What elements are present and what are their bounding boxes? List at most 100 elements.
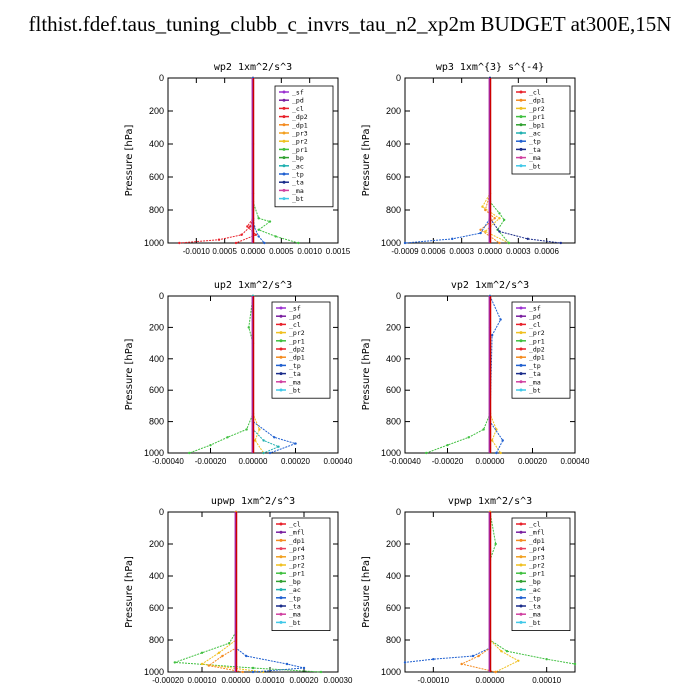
x-tick-label: -0.00040 [389, 457, 421, 466]
y-axis-label: Pressure [hPa] [124, 339, 135, 411]
legend-label-mfl: _mfl [289, 529, 305, 537]
legend-marker-bt [282, 197, 286, 201]
legend-marker-ma [519, 380, 523, 384]
series-point-dp2 [246, 225, 249, 228]
legend-label-cl: _cl [289, 521, 301, 529]
legend-label-ma: _ma [292, 187, 304, 195]
y-tick-label: 400 [149, 139, 164, 149]
legend-marker-tp [279, 596, 283, 600]
legend-label-bt: _bt [529, 619, 541, 627]
y-tick-label: 800 [149, 417, 164, 427]
legend-label-ta: _ta [529, 370, 541, 378]
legend-marker-tp [282, 172, 286, 176]
series-point-tp [479, 231, 482, 235]
series-point-dp1 [460, 662, 463, 666]
y-tick-label: 200 [149, 106, 164, 116]
legend-label-ac: _ac [529, 586, 541, 594]
legend-label-dp1: _dp1 [529, 97, 545, 105]
legend-marker-ac [519, 588, 523, 592]
series-point-ta [526, 237, 529, 241]
legend-label-cl: _cl [292, 105, 304, 113]
series-line-pr2 [200, 512, 264, 673]
legend-marker-dp1 [282, 123, 286, 127]
legend-marker-ta [279, 604, 283, 608]
y-tick-label: 0 [396, 73, 401, 83]
x-tick-label: 0.0000 [241, 247, 266, 256]
x-tick-label: 0.00000 [239, 457, 268, 466]
x-tick-label: 0.00020 [281, 457, 310, 466]
series-point-pr1 [209, 443, 212, 447]
legend-marker-dp1 [519, 538, 523, 542]
x-tick-label: 0.00040 [561, 457, 590, 466]
x-tick-label: -0.00040 [152, 457, 184, 466]
series-point-pr1 [228, 642, 231, 645]
legend-label-bp: _bp [289, 578, 301, 586]
legend-marker-tp [519, 596, 523, 600]
legend-label-tp: _tp [529, 138, 541, 146]
series-point-pr1 [297, 241, 300, 245]
legend-marker-dp2 [519, 347, 523, 351]
legend-marker-ac [279, 588, 283, 592]
series-point-tp [403, 241, 407, 245]
series-point-ac [262, 451, 265, 455]
legend-marker-bt [519, 388, 523, 392]
legend-label-pr2: _pr2 [529, 562, 545, 570]
chart-panel-1: wp2 1xm^2/s^3 Pressure [hPa] 0 200 400 600 800… [124, 62, 351, 256]
y-tick-label: 400 [386, 139, 401, 149]
series-point-pr2 [499, 451, 502, 455]
legend-marker-bp [279, 579, 283, 583]
y-tick-label: 600 [149, 172, 164, 182]
series-point-tp [263, 241, 266, 245]
x-tick-label: 0.00010 [256, 676, 285, 685]
legend-label-bp: _bp [292, 154, 304, 162]
series-point-pr2 [495, 428, 498, 431]
legend-label-cl: _cl [529, 321, 541, 329]
legend-label-tp: _tp [292, 171, 304, 179]
series-line-tp [235, 512, 305, 673]
x-tick-label: -0.00020 [152, 676, 184, 685]
legend-box [274, 85, 334, 208]
series-point-dp1 [479, 228, 482, 231]
y-tick-label: 0 [396, 507, 401, 517]
legend-marker-cl [519, 322, 523, 326]
x-tick-label: -0.0010 [183, 247, 211, 256]
series-point-pr2 [253, 439, 257, 442]
y-tick-label: 400 [386, 571, 401, 581]
legend-marker-tp [519, 139, 523, 143]
chart-title: wp2 1xm^2/s^3 [214, 62, 292, 73]
legend-label-bp: _bp [529, 578, 541, 586]
legend-label-pr2: _pr2 [289, 329, 305, 337]
x-tick-label: 0.00010 [532, 676, 561, 685]
x-tick-label: 0.0005 [269, 247, 294, 256]
legend-label-tp: _tp [529, 594, 541, 602]
y-tick-label: 800 [386, 417, 401, 427]
x-tick-label: -0.00020 [432, 457, 464, 466]
legend-label-pr1: _pr1 [289, 570, 305, 578]
legend-label-bt: _bt [289, 619, 301, 627]
y-tick-label: 1000 [381, 667, 401, 677]
legend-label-dp1: _dp1 [529, 537, 545, 545]
legend-label-pr2: _pr2 [289, 562, 305, 570]
x-tick-label: 0.00020 [518, 457, 547, 466]
series-point-pr1 [498, 212, 501, 215]
series-point-pr1 [573, 662, 577, 666]
series-point-pr1 [467, 436, 470, 439]
chart-panel-6: vpwp 1xm^2/s^3 Pressure [hPa] 0 200 400 600 80… [361, 496, 577, 685]
series-point-pr1 [188, 451, 191, 455]
series-point-tp [490, 334, 494, 337]
legend-label-ma: _ma [289, 611, 301, 619]
legend-label-pr1: _pr1 [289, 337, 305, 345]
legend-label-tp: _tp [529, 362, 541, 370]
chart-title: vp2 1xm^2/s^3 [451, 280, 529, 291]
x-tick-label: 0.0003 [449, 247, 474, 256]
series-point-tp [245, 654, 248, 658]
y-tick-label: 400 [386, 354, 401, 364]
series-point-pr2 [258, 428, 261, 431]
legend-label-ac: _ac [529, 130, 541, 138]
legend-marker-ac [519, 131, 523, 135]
legend-label-sf: _sf [289, 305, 301, 313]
legend-marker-dp1 [519, 98, 523, 102]
legend-label-pr1: _pr1 [529, 113, 545, 121]
y-tick-label: 800 [386, 635, 401, 645]
